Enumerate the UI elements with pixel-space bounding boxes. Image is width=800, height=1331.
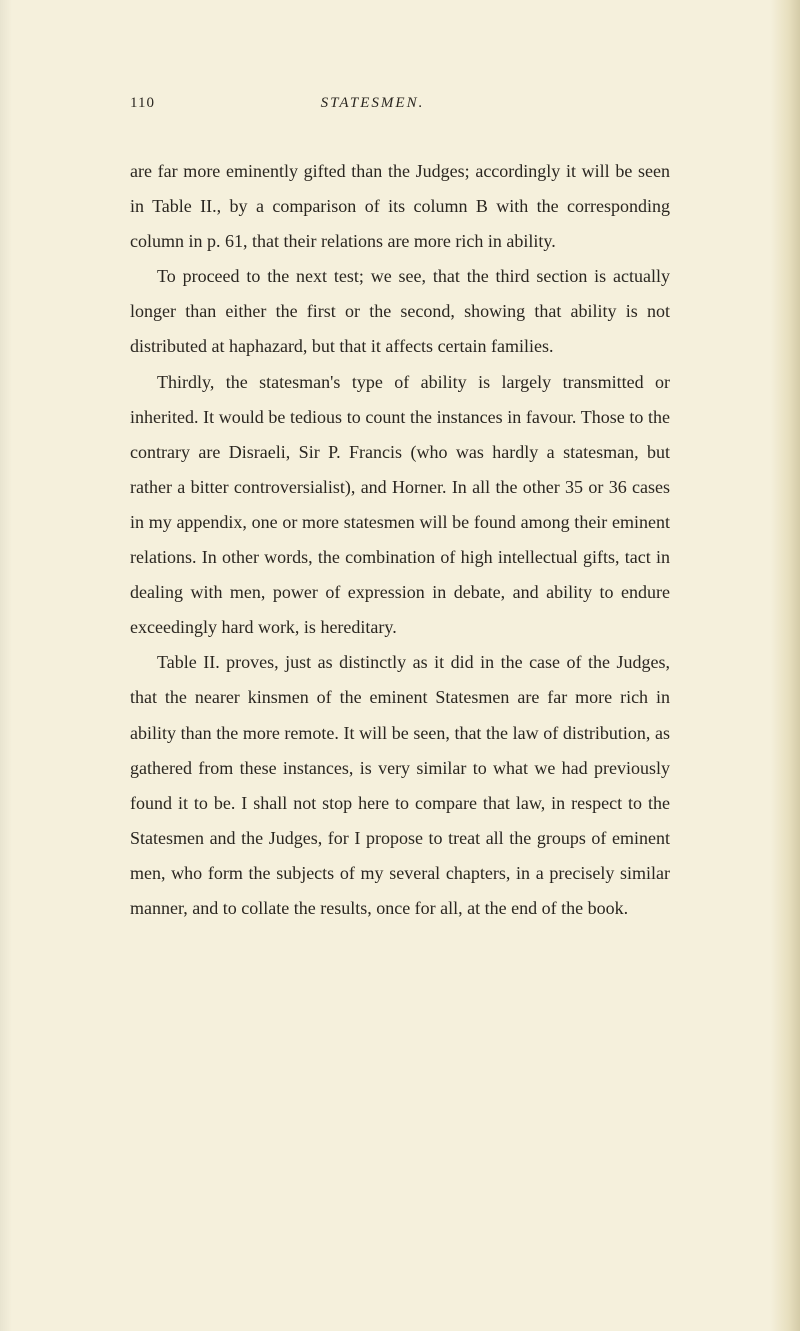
section-title: STATESMEN. bbox=[105, 95, 640, 112]
paragraph: Thirdly, the statesman's type of ability… bbox=[130, 365, 670, 646]
paragraph: Table II. proves, just as distinctly as … bbox=[130, 645, 670, 926]
paragraph: To proceed to the next test; we see, tha… bbox=[130, 259, 670, 364]
book-page: 110 STATESMEN. are far more eminently gi… bbox=[0, 0, 800, 1006]
body-text: are far more eminently gifted than the J… bbox=[130, 154, 670, 926]
page-header: 110 STATESMEN. bbox=[130, 95, 670, 112]
paragraph: are far more eminently gifted than the J… bbox=[130, 154, 670, 259]
